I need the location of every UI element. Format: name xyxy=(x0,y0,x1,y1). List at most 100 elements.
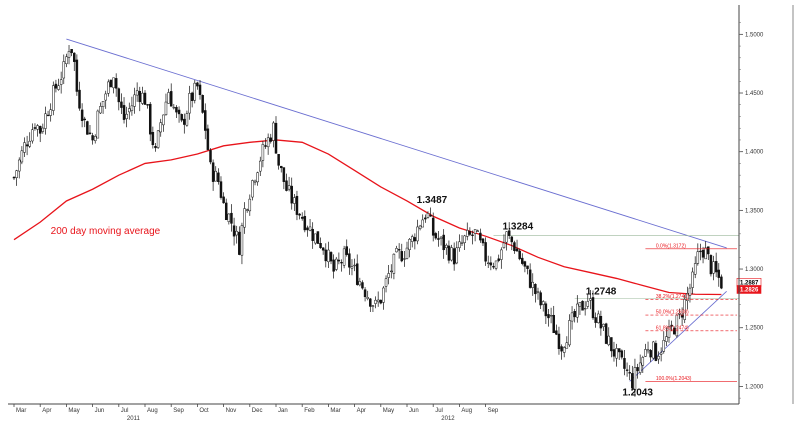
candle-up xyxy=(240,225,244,256)
candle-down xyxy=(298,213,301,216)
candle-down xyxy=(573,310,576,318)
candle-up xyxy=(615,348,618,359)
candle-down xyxy=(70,49,73,54)
price-annotation: 1.2748 xyxy=(586,287,617,298)
candle-up xyxy=(549,315,553,317)
candle-up xyxy=(353,264,356,267)
x-tick-label: Oct xyxy=(199,408,209,414)
x-tick-label: Apr xyxy=(42,408,51,414)
candle-down xyxy=(515,248,519,252)
candle-up xyxy=(638,362,642,373)
candle-up xyxy=(376,299,380,303)
price-tag-box xyxy=(736,285,762,294)
candle-down xyxy=(204,110,207,131)
candle-down xyxy=(190,92,194,101)
candle-down xyxy=(285,180,288,191)
candle-down xyxy=(612,349,616,357)
candle-up xyxy=(188,93,191,114)
candle-down xyxy=(544,303,548,317)
candle-down xyxy=(539,292,542,306)
candle-down xyxy=(552,314,555,334)
x-tick-label: Mar xyxy=(16,408,26,414)
candle-down xyxy=(143,92,147,105)
candle-up xyxy=(683,299,686,320)
candle-down xyxy=(211,162,215,182)
candle-down xyxy=(138,90,142,103)
candle-down xyxy=(80,109,84,121)
candle-up xyxy=(418,225,422,229)
candle-down xyxy=(306,227,309,231)
candle-up xyxy=(586,301,590,307)
candle-down xyxy=(599,315,603,329)
x-tick-label: Mar xyxy=(330,408,340,414)
downtrend-line xyxy=(66,38,727,249)
candle-up xyxy=(156,130,160,148)
candle-down xyxy=(434,233,438,239)
candle-up xyxy=(62,61,66,79)
candle-up xyxy=(342,248,346,266)
candle-up xyxy=(646,349,650,352)
candle-down xyxy=(238,231,241,255)
candle-up xyxy=(500,249,503,260)
candle-down xyxy=(332,259,335,272)
candle-down xyxy=(369,298,372,307)
candle-down xyxy=(282,167,286,182)
candle-down xyxy=(707,246,710,255)
candle-down xyxy=(295,195,299,215)
candle-down xyxy=(413,237,417,242)
candle-up xyxy=(505,231,508,243)
candle-up xyxy=(502,242,506,248)
candle-down xyxy=(183,118,186,125)
candle-down xyxy=(699,250,702,253)
candle-up xyxy=(597,313,600,324)
candle-up xyxy=(130,105,134,111)
candle-up xyxy=(458,241,461,249)
fibonacci-level-label: 38.2%(1.2741) xyxy=(656,294,689,300)
candle-down xyxy=(78,89,81,109)
fibonacci-level-label: 61.8%(1.2474) xyxy=(656,325,689,331)
candle-up xyxy=(688,287,692,296)
candle-up xyxy=(476,230,479,232)
candle-down xyxy=(321,247,325,251)
x-tick-label: May xyxy=(383,408,394,414)
candle-up xyxy=(686,293,689,301)
x-tick-label: Jun xyxy=(95,408,105,414)
candle-down xyxy=(489,262,493,266)
candle-down xyxy=(617,348,621,353)
candle-down xyxy=(497,258,500,261)
x-tick-label: May xyxy=(68,408,79,414)
candle-down xyxy=(484,242,487,262)
candle-up xyxy=(327,249,330,263)
candle-down xyxy=(54,83,58,89)
candle-down xyxy=(649,350,652,358)
candle-up xyxy=(439,236,443,239)
y-tick-label: 1.2000 xyxy=(745,384,764,390)
candle-up xyxy=(125,113,128,119)
candle-up xyxy=(36,125,39,130)
candle-up xyxy=(662,340,666,352)
candle-up xyxy=(243,208,246,228)
candle-down xyxy=(38,126,42,134)
candle-down xyxy=(479,232,482,241)
candle-up xyxy=(101,101,105,107)
candle-up xyxy=(494,260,498,269)
x-tick-label: Feb xyxy=(304,408,315,414)
candle-up xyxy=(266,137,270,148)
candle-down xyxy=(329,252,333,262)
candle-down xyxy=(523,261,527,267)
candle-down xyxy=(345,246,348,255)
candle-down xyxy=(437,238,440,240)
candle-down xyxy=(492,266,495,268)
candle-down xyxy=(340,262,343,264)
candle-down xyxy=(355,263,359,285)
y-tick-label: 1.3000 xyxy=(745,267,764,273)
candle-down xyxy=(670,324,673,327)
candle-up xyxy=(172,106,176,109)
candle-down xyxy=(232,225,236,237)
candle-up xyxy=(49,109,52,116)
candle-up xyxy=(541,301,545,305)
candle-up xyxy=(410,236,414,242)
candle-down xyxy=(151,131,155,146)
candle-up xyxy=(159,122,162,133)
price-annotation: 1.3284 xyxy=(503,222,534,233)
